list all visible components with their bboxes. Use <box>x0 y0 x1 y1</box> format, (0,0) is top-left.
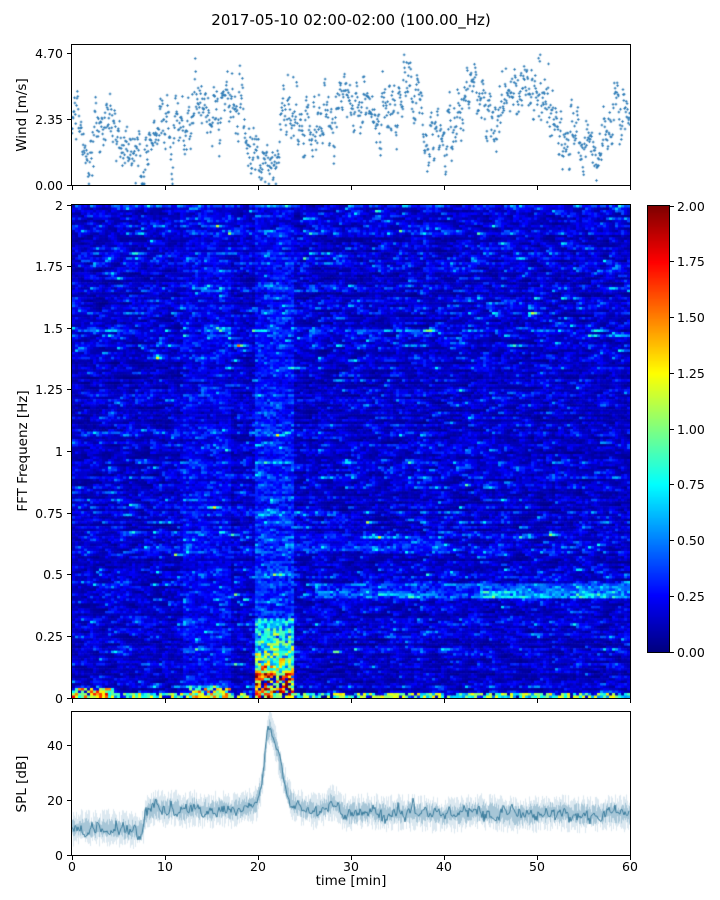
colorbar-tick-label: 1.50 <box>677 310 705 325</box>
spectrogram_panel-ytick-label: 0 <box>55 690 63 706</box>
x-tick <box>164 699 166 703</box>
x-tick <box>629 186 631 190</box>
spl_panel-ytick-label: 20 <box>47 792 63 808</box>
spl_panel-ytick <box>67 799 71 801</box>
wind_panel-ytick <box>67 184 71 186</box>
colorbar-tick <box>670 261 674 263</box>
figure-title: 2017-05-10 02:00-02:00 (100.00_Hz) <box>211 11 491 29</box>
spl-line-canvas <box>72 712 630 855</box>
colorbar-tick-label: 0.25 <box>677 588 705 604</box>
colorbar-tick-label: 1.25 <box>677 365 705 381</box>
x-tick-label: 10 <box>157 859 173 874</box>
wind_panel-ytick-label: 2.35 <box>35 111 63 127</box>
x-tick <box>350 186 352 190</box>
wind_panel-ytick <box>67 52 71 54</box>
colorbar-canvas <box>648 206 669 652</box>
x-tick-label: 60 <box>622 859 638 874</box>
spectrogram_panel-ytick-label: 1.75 <box>35 259 63 275</box>
colorbar-tick <box>670 595 674 597</box>
x-tick <box>443 186 445 190</box>
x-tick <box>71 186 73 190</box>
x-tick <box>443 699 445 703</box>
spectrogram_panel-ytick-label: 1.5 <box>43 320 63 336</box>
spectrogram_panel-ytick <box>67 389 71 391</box>
colorbar-tick <box>670 372 674 374</box>
colorbar-tick <box>670 651 674 653</box>
x-tick <box>629 699 631 703</box>
spectrogram_panel-ytick-label: 1 <box>55 444 63 459</box>
x-tick-label: 0 <box>68 859 76 874</box>
colorbar-tick-label: 0.00 <box>677 644 705 660</box>
colorbar-tick <box>670 428 674 430</box>
spectrogram_panel-ytick-label: 0.5 <box>43 567 63 583</box>
x-tick-label: 50 <box>529 859 545 874</box>
spl-line-panel <box>71 711 631 856</box>
wind_panel-ytick-label: 0.00 <box>35 177 63 193</box>
x-tick-label: 20 <box>250 859 266 874</box>
spectrogram_panel-ytick-label: 0.75 <box>35 505 63 521</box>
x-tick <box>71 856 73 860</box>
wind-scatter-panel <box>71 44 631 186</box>
spectrogram_panel-ytick <box>67 574 71 576</box>
wind_panel-ytick <box>67 118 71 120</box>
spectrogram_panel-ytick-label: 2 <box>55 197 63 213</box>
spectrogram_panel-ytick <box>67 266 71 268</box>
spectrogram_panel-ytick <box>67 635 71 637</box>
spectrogram_panel-ytick <box>67 697 71 699</box>
x-tick <box>257 699 259 703</box>
colorbar-tick-label: 2.00 <box>677 198 705 214</box>
x-tick <box>164 856 166 860</box>
x-tick <box>164 186 166 190</box>
colorbar-tick-label: 1.00 <box>677 421 705 437</box>
wind-scatter-canvas <box>72 45 630 185</box>
colorbar-tick-label: 1.75 <box>677 254 705 270</box>
x-tick <box>257 856 259 860</box>
x-tick <box>350 856 352 860</box>
spectrogram-panel <box>71 204 631 699</box>
x-tick <box>350 699 352 703</box>
x-tick <box>257 186 259 190</box>
spectrogram_panel-ytick <box>67 204 71 206</box>
x-tick-label: 40 <box>436 859 452 874</box>
colorbar-tick <box>670 317 674 318</box>
x-tick <box>536 699 538 703</box>
x-tick-label: 30 <box>343 859 359 874</box>
colorbar-tick-label: 0.75 <box>677 477 705 493</box>
spectrogram_panel-ytick <box>67 512 71 514</box>
spl_panel-ytick <box>67 744 71 746</box>
spectrogram_panel-ytick <box>67 451 71 452</box>
x-tick <box>536 186 538 190</box>
x-axis-label: time [min] <box>315 873 387 889</box>
colorbar-tick <box>670 205 674 207</box>
spl_panel-ytick <box>67 854 71 856</box>
spectrogram_panel-ytick-label: 1.25 <box>35 382 63 398</box>
spectrogram_panel-ytick <box>67 327 71 329</box>
spl_panel-ytick-label: 0 <box>55 847 63 863</box>
colorbar-tick <box>670 540 674 541</box>
spectrogram-canvas <box>72 205 630 698</box>
x-tick <box>71 699 73 703</box>
spl_panel-ytick-label: 40 <box>47 737 63 753</box>
wind_panel-ytick-label: 4.70 <box>35 45 63 61</box>
colorbar-tick-label: 0.50 <box>677 533 705 548</box>
x-tick <box>536 856 538 860</box>
colorbar <box>647 205 670 653</box>
colorbar-tick <box>670 484 674 486</box>
spectrogram_panel-ytick-label: 0.25 <box>35 628 63 644</box>
x-tick <box>443 856 445 860</box>
x-tick <box>629 856 631 860</box>
